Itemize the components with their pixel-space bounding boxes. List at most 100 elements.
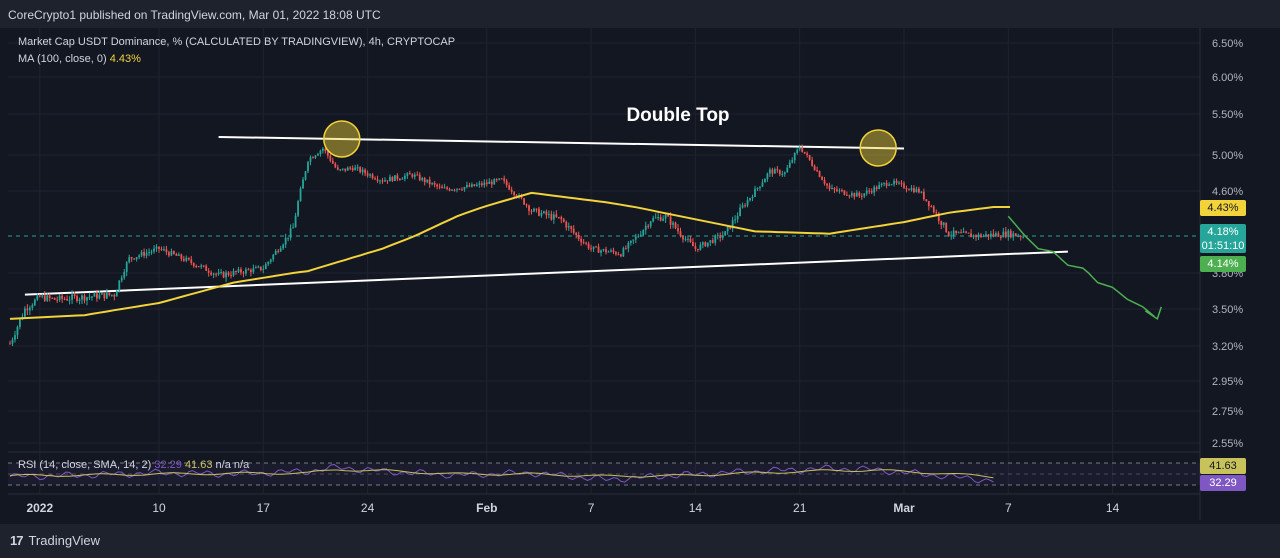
candle-body [200, 265, 203, 267]
candle-body [269, 259, 272, 262]
rsi-sma-line [9, 469, 994, 479]
candle-body [148, 252, 150, 254]
candle-body [381, 180, 384, 182]
candle-body [726, 226, 729, 232]
candle-body [433, 182, 436, 185]
candle-body [540, 213, 543, 216]
candle-body [672, 222, 674, 225]
candle-body [910, 188, 913, 191]
candle-body [592, 246, 595, 249]
candle-body [1017, 236, 1020, 238]
candle-body [545, 211, 548, 216]
candle-body [629, 240, 632, 243]
candle-body [562, 219, 565, 222]
candle-body [744, 205, 746, 207]
candle-body [567, 226, 570, 228]
projection-arrowhead [1144, 306, 1163, 321]
candle-body [56, 299, 59, 301]
candle-body [875, 187, 878, 189]
candle-body [304, 171, 307, 180]
candle-body [453, 189, 456, 191]
candle-body [557, 216, 560, 218]
candle-body [314, 155, 317, 158]
candle-body [421, 177, 424, 181]
candle-body [873, 187, 876, 193]
candle-body [555, 214, 558, 217]
candle-body [826, 183, 828, 186]
candle-body [403, 175, 406, 179]
candle-body [232, 270, 235, 276]
candle-body [371, 174, 374, 179]
candle-body [254, 267, 257, 269]
candle-body [354, 167, 357, 171]
rsi-label: RSI (14, close, SMA, 14, 2) [18, 459, 152, 471]
candle-body [843, 190, 846, 195]
x-tick-label: 17 [257, 501, 271, 515]
candle-body [533, 208, 535, 212]
candle-body [376, 179, 379, 181]
candle-body [329, 155, 332, 161]
candle-body [177, 254, 180, 256]
candle-body [294, 215, 297, 228]
candle-body [888, 184, 890, 186]
candle-body [605, 249, 607, 253]
candle-body [230, 275, 232, 277]
candle-body [391, 176, 394, 182]
ma-legend: MA (100, close, 0) 4.43% [18, 53, 141, 65]
candle-body [709, 240, 712, 243]
candle-body [133, 258, 136, 260]
candle-body [992, 233, 995, 236]
candle-body [423, 177, 426, 183]
tradingview-logo-icon: 17 [10, 533, 24, 548]
candle-body [426, 179, 429, 183]
candle-body [115, 290, 118, 297]
publish-bar: CoreCrypto1 published on TradingView.com… [0, 0, 1280, 28]
candle-body [927, 201, 930, 207]
candle-body [215, 273, 218, 275]
y-tick-label: 2.75% [1212, 406, 1243, 418]
tradingview-brand[interactable]: 17 TradingView [10, 533, 100, 548]
candle-body [649, 221, 652, 227]
candle-body [190, 259, 193, 263]
candle-body [905, 188, 908, 190]
candle-body [796, 149, 799, 153]
candle-body [485, 182, 488, 184]
candle-body [997, 233, 1000, 237]
candle-body [860, 195, 863, 197]
x-tick-label: 7 [1005, 501, 1012, 515]
candle-body [885, 182, 888, 186]
candle-body [858, 192, 861, 196]
candle-body [754, 188, 756, 197]
candle-body [642, 230, 645, 235]
series-legend: Market Cap USDT Dominance, % (CALCULATED… [18, 36, 455, 48]
candle-body [61, 295, 64, 299]
candle-body [751, 196, 754, 199]
candle-body [950, 235, 953, 237]
candle-body [406, 173, 409, 176]
candle-body [908, 189, 910, 191]
candle-body [284, 237, 287, 245]
candle-body [679, 231, 682, 237]
candle-body [11, 339, 14, 344]
candle-body [31, 305, 34, 308]
candle-body [689, 238, 692, 242]
candle-body [264, 264, 267, 270]
candle-body [955, 230, 958, 233]
candle-body [389, 176, 391, 182]
candle-body [103, 293, 106, 299]
candle-body [257, 266, 260, 268]
candle-body [940, 220, 943, 225]
candle-body [9, 343, 11, 345]
candle-body [746, 200, 749, 206]
candle-body [841, 190, 843, 192]
candle-body [446, 187, 448, 189]
candle-body [890, 184, 893, 186]
rsi-na: n/a [215, 459, 231, 471]
candle-body [985, 234, 987, 236]
candle-body [227, 272, 230, 276]
candle-body [500, 178, 503, 180]
rsi-tag: 32.29 [1200, 475, 1246, 491]
candle-body [466, 185, 468, 188]
candle-body [945, 222, 948, 233]
